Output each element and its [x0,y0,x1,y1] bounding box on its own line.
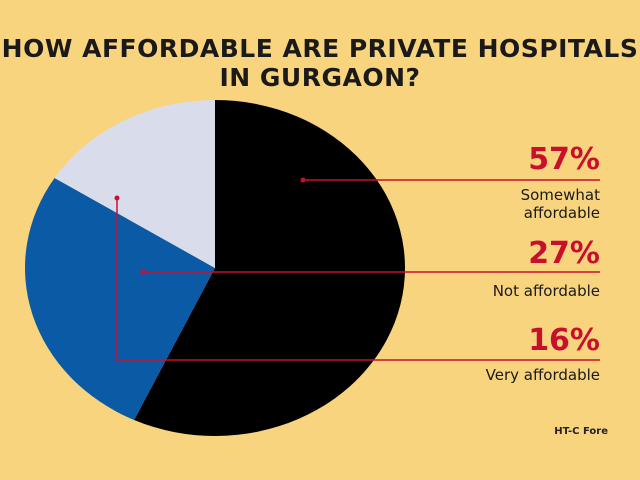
leader-dot-1 [140,269,146,275]
slice-1-label: Not affordable [492,282,600,300]
slice-2-percent: 16% [528,323,600,358]
leader-line-2 [116,198,600,361]
slice-1-percent: 27% [528,236,600,271]
leader-dot-0 [300,177,306,183]
slice-2-label: Very affordable [485,366,600,384]
source-credit: HT-C Fore [554,426,608,437]
slice-0-percent: 57% [528,142,600,177]
chart-title: HOW AFFORDABLE ARE PRIVATE HOSPITALS IN … [1,34,639,92]
pie-slice-2 [54,100,215,268]
leader-dot-2 [114,195,120,201]
pie-slice-1 [24,177,216,421]
slice-0-label: Somewhat affordable [520,186,600,222]
pie-slice-0 [134,100,405,437]
